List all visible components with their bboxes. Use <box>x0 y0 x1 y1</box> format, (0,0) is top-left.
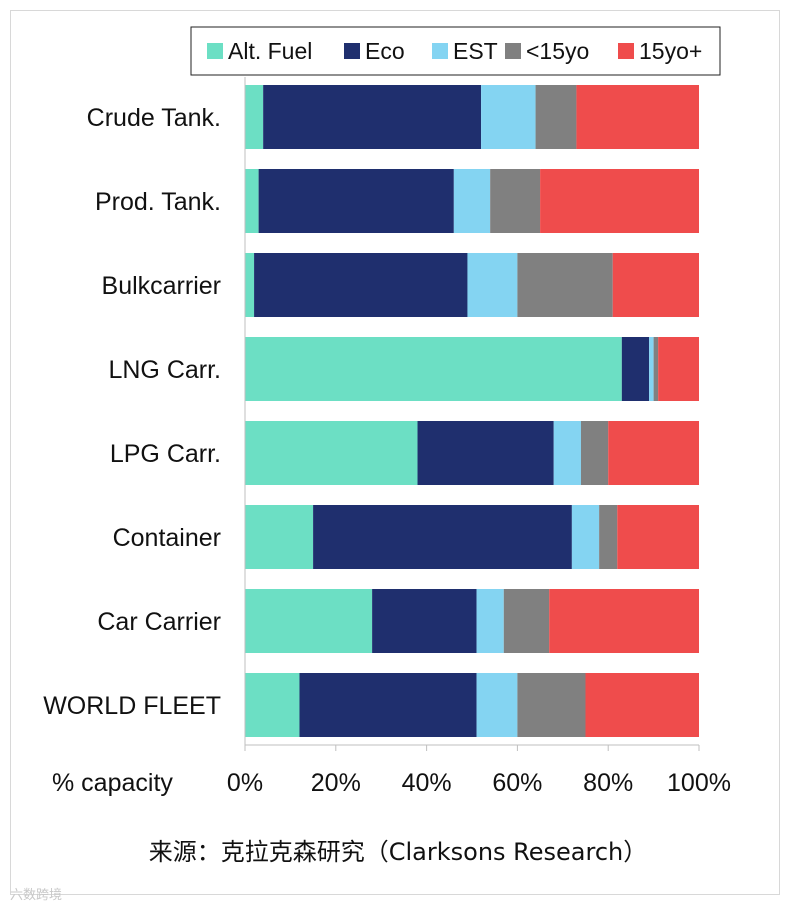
x-tick-label: 100% <box>667 769 731 797</box>
legend-swatch <box>618 43 634 59</box>
legend-swatch <box>432 43 448 59</box>
legend: Alt. Fuel Eco EST <15yo 15yo+ <box>190 26 721 76</box>
bar-segment-4-row-7 <box>503 589 550 653</box>
x-tick-label: 80% <box>583 769 633 797</box>
bar-segment-2-row-6 <box>313 505 572 569</box>
legend-label: Eco <box>365 38 405 64</box>
x-tick-label: 60% <box>492 769 542 797</box>
x-tick-label: 20% <box>311 769 361 797</box>
bar-segment-1-row-7 <box>245 589 373 653</box>
bar-segment-4-row-2 <box>490 169 541 233</box>
axes: 0% 20% 40% 60% 80% 100% % capacity <box>52 77 731 797</box>
bar-segment-2-row-4 <box>621 337 650 401</box>
bar-segment-5-row-6 <box>617 505 699 569</box>
bar-segment-3-row-8 <box>476 673 518 737</box>
bar-segment-1-row-1 <box>245 85 264 149</box>
bar-segment-4-row-5 <box>580 421 609 485</box>
legend-label: 15yo+ <box>639 38 702 64</box>
bar-segment-3-row-4 <box>649 337 654 401</box>
bar-segment-5-row-7 <box>549 589 699 653</box>
bar-segment-3-row-2 <box>453 169 491 233</box>
bar-segment-5-row-4 <box>658 337 699 401</box>
bar-segment-3-row-6 <box>571 505 600 569</box>
bar-segment-2-row-2 <box>258 169 454 233</box>
category-label: Car Carrier <box>97 608 221 636</box>
legend-label: Alt. Fuel <box>228 38 312 64</box>
bar-segment-4-row-6 <box>599 505 618 569</box>
x-axis-label: % capacity <box>52 769 173 797</box>
watermark-text: 六数跨境 <box>10 888 63 903</box>
bar-segment-5-row-8 <box>585 673 699 737</box>
category-label: WORLD FLEET <box>43 692 221 720</box>
legend-label: EST <box>453 38 498 64</box>
bar-segment-2-row-7 <box>372 589 477 653</box>
category-label: Crude Tank. <box>87 104 221 132</box>
category-label: LPG Carr. <box>110 440 221 468</box>
bar-segment-5-row-5 <box>608 421 699 485</box>
bar-segment-4-row-1 <box>535 85 577 149</box>
bar-segment-3-row-7 <box>476 589 504 653</box>
bar-segment-1-row-8 <box>245 673 300 737</box>
bar-segment-1-row-2 <box>245 169 259 233</box>
source-caption: 来源：克拉克森研究（Clarksons Research） <box>148 838 648 866</box>
category-label: Prod. Tank. <box>95 188 221 216</box>
bar-segment-5-row-1 <box>576 85 699 149</box>
legend-swatch <box>207 43 223 59</box>
bar-segment-3-row-3 <box>467 253 518 317</box>
x-tick-label: 0% <box>227 769 263 797</box>
bar-segment-1-row-5 <box>245 421 418 485</box>
legend-swatch <box>505 43 521 59</box>
legend-label: <15yo <box>526 38 589 64</box>
category-label: LNG Carr. <box>108 356 221 384</box>
bars: Crude Tank. Prod. Tank. Bulkcarrier LNG Car… <box>43 85 699 737</box>
bar-segment-2-row-5 <box>417 421 554 485</box>
legend-swatch <box>344 43 360 59</box>
bar-segment-3-row-1 <box>481 85 536 149</box>
bar-segment-2-row-3 <box>254 253 468 317</box>
bar-segment-5-row-2 <box>540 169 699 233</box>
category-label: Container <box>113 524 221 552</box>
x-tick-label: 40% <box>402 769 452 797</box>
bar-segment-3-row-5 <box>553 421 581 485</box>
bar-segment-4-row-8 <box>517 673 586 737</box>
bar-segment-4-row-3 <box>517 253 613 317</box>
bar-segment-1-row-3 <box>245 253 255 317</box>
bar-segment-4-row-4 <box>653 337 659 401</box>
bar-segment-2-row-8 <box>299 673 477 737</box>
category-label: Bulkcarrier <box>102 272 221 300</box>
bar-segment-1-row-6 <box>245 505 314 569</box>
bar-segment-5-row-3 <box>612 253 699 317</box>
bar-segment-2-row-1 <box>263 85 482 149</box>
bar-segment-1-row-4 <box>245 337 622 401</box>
